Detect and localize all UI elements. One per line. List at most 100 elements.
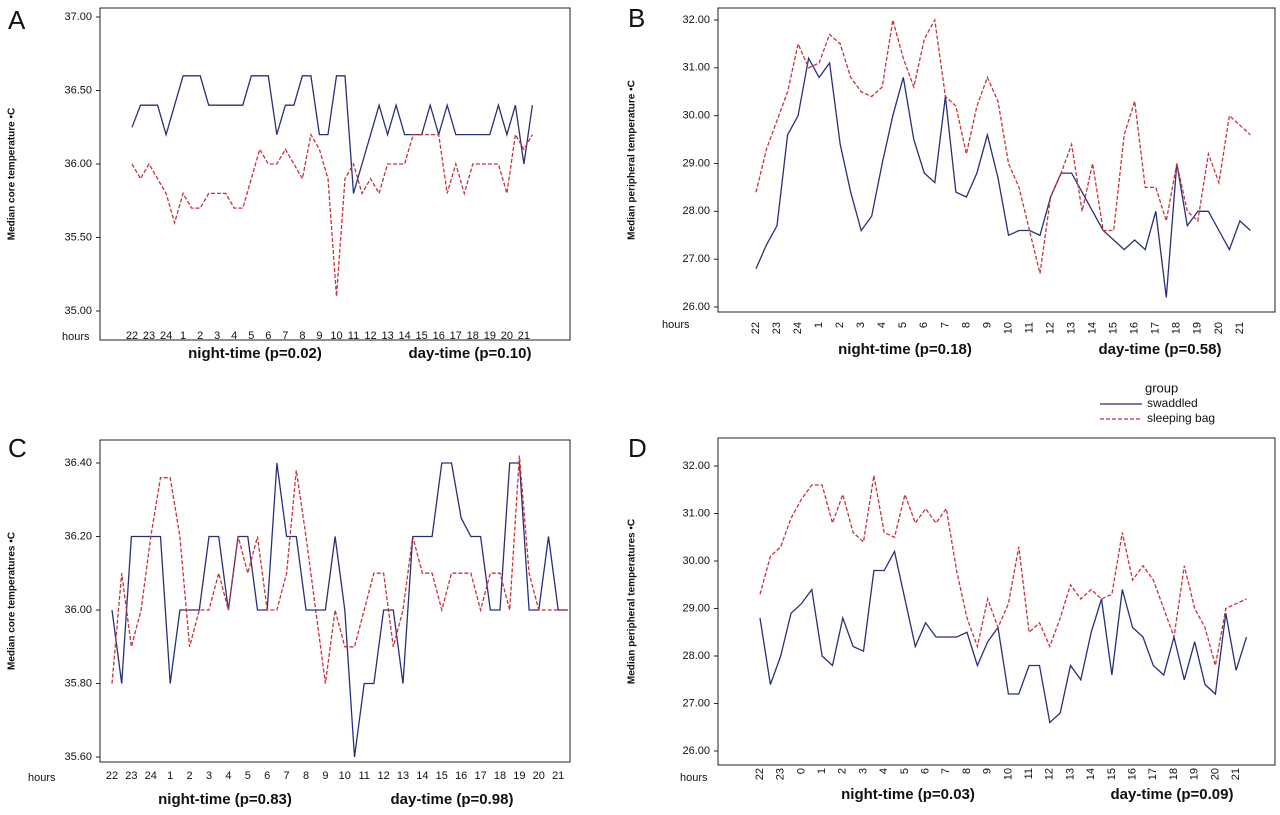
x-tick-label: 14	[399, 330, 411, 342]
y-tick-label: 30.00	[682, 555, 710, 567]
x-tick-label: 11	[1023, 322, 1035, 333]
y-tick-label: 36.50	[64, 84, 92, 96]
x-tick-label: 14	[1085, 768, 1097, 780]
x-tick-label: 1	[180, 330, 186, 342]
y-tick-label: 30.00	[682, 110, 710, 122]
y-tick-label: 37.00	[64, 11, 92, 23]
x-tick-label: 11	[1023, 768, 1035, 779]
x-tick-label: 16	[1127, 768, 1139, 780]
y-tick-label: 28.00	[682, 650, 710, 662]
x-tick-label: 10	[1002, 768, 1014, 780]
x-tick-label: 22	[106, 770, 118, 782]
y-tick-label: 27.00	[682, 253, 710, 265]
x-tick-label: 10	[339, 770, 351, 782]
x-tick-label: 6	[918, 322, 930, 328]
x-tick-label: 2	[837, 768, 849, 774]
plot-frame	[99, 439, 571, 763]
x-tick-label: 6	[265, 330, 271, 342]
x-tick-label: 6	[920, 768, 932, 774]
x-tick-label: 23	[143, 330, 155, 342]
annotation: night-time (p=0.18)	[838, 341, 972, 358]
x-tick-label: 16	[433, 330, 445, 342]
annotation: day-time (p=0.10)	[409, 345, 532, 362]
x-tick-label: 10	[330, 330, 342, 342]
x-axis-label: hours	[62, 331, 90, 343]
x-tick-label: 4	[878, 768, 890, 774]
x-tick-label: 9	[981, 322, 993, 328]
x-tick-label: 14	[416, 770, 428, 782]
y-tick-label: 36.00	[64, 158, 92, 170]
x-tick-label: 22	[754, 768, 766, 780]
x-tick-label: 16	[1129, 322, 1141, 334]
series-line	[131, 132, 533, 297]
series-line	[111, 462, 568, 758]
x-tick-label: 2	[834, 322, 846, 328]
x-tick-label: 19	[484, 330, 496, 342]
y-tick-label: 32.00	[682, 14, 710, 26]
y-axis-label: Median core temperature •C	[7, 108, 18, 240]
legend-title: group	[1145, 380, 1178, 395]
annotation: night-time (p=0.02)	[188, 345, 322, 362]
x-tick-label: 9	[316, 330, 322, 342]
panel-label: D	[628, 433, 647, 463]
series-line	[755, 56, 1251, 298]
y-tick-label: 31.00	[682, 507, 710, 519]
annotation: day-time (p=0.09)	[1111, 786, 1234, 803]
y-tick-label: 35.60	[64, 751, 92, 763]
x-tick-label: 22	[750, 322, 762, 334]
panel-label: B	[628, 3, 645, 33]
x-tick-label: 20	[1213, 322, 1225, 334]
y-tick-label: 35.50	[64, 231, 92, 243]
y-axis-label: Median core temperatures •C	[7, 532, 18, 670]
x-tick-label: 1	[816, 768, 828, 774]
x-tick-label: 13	[397, 770, 409, 782]
x-tick-label: 6	[264, 770, 270, 782]
x-tick-label: 24	[792, 322, 804, 334]
x-tick-label: 18	[494, 770, 506, 782]
x-tick-label: 4	[876, 322, 888, 328]
x-tick-label: 3	[206, 770, 212, 782]
x-tick-label: 8	[961, 768, 973, 774]
y-tick-label: 29.00	[682, 602, 710, 614]
y-tick-label: 31.00	[682, 62, 710, 74]
series-line	[759, 475, 1247, 666]
y-tick-label: 26.00	[682, 745, 710, 757]
x-tick-label: 1	[167, 770, 173, 782]
series-line	[755, 17, 1251, 274]
x-tick-label: 2	[197, 330, 203, 342]
x-tick-label: 18	[467, 330, 479, 342]
x-tick-label: 0	[795, 768, 807, 774]
x-tick-label: 5	[897, 322, 909, 328]
plot-frame	[99, 7, 571, 341]
x-tick-label: 13	[1066, 322, 1078, 334]
x-tick-label: 21	[1234, 322, 1246, 334]
x-tick-label: 17	[1150, 322, 1162, 334]
x-tick-label: 5	[248, 330, 254, 342]
x-tick-label: 18	[1171, 322, 1183, 334]
x-tick-label: 4	[225, 770, 231, 782]
x-tick-label: 23	[771, 322, 783, 334]
x-tick-label: 5	[899, 768, 911, 774]
x-tick-label: 19	[1192, 322, 1204, 334]
x-tick-label: 17	[474, 770, 486, 782]
x-tick-label: 14	[1087, 322, 1099, 334]
y-tick-label: 29.00	[682, 157, 710, 169]
y-tick-label: 35.80	[64, 677, 92, 689]
x-tick-label: 17	[1147, 768, 1159, 780]
x-tick-label: 21	[552, 770, 564, 782]
x-tick-label: 4	[231, 330, 237, 342]
x-axis-label: hours	[680, 772, 708, 784]
x-tick-label: 12	[1044, 768, 1056, 780]
x-tick-label: 8	[303, 770, 309, 782]
x-tick-label: 19	[1189, 768, 1201, 780]
y-tick-label: 36.20	[64, 530, 92, 542]
panel-label: C	[8, 433, 27, 463]
x-tick-label: 13	[381, 330, 393, 342]
x-tick-label: 3	[857, 768, 869, 774]
annotation: night-time (p=0.83)	[158, 791, 292, 808]
y-tick-label: 32.00	[682, 460, 710, 472]
x-tick-label: 7	[282, 330, 288, 342]
x-tick-label: 15	[1108, 322, 1120, 334]
x-tick-label: 9	[982, 768, 994, 774]
